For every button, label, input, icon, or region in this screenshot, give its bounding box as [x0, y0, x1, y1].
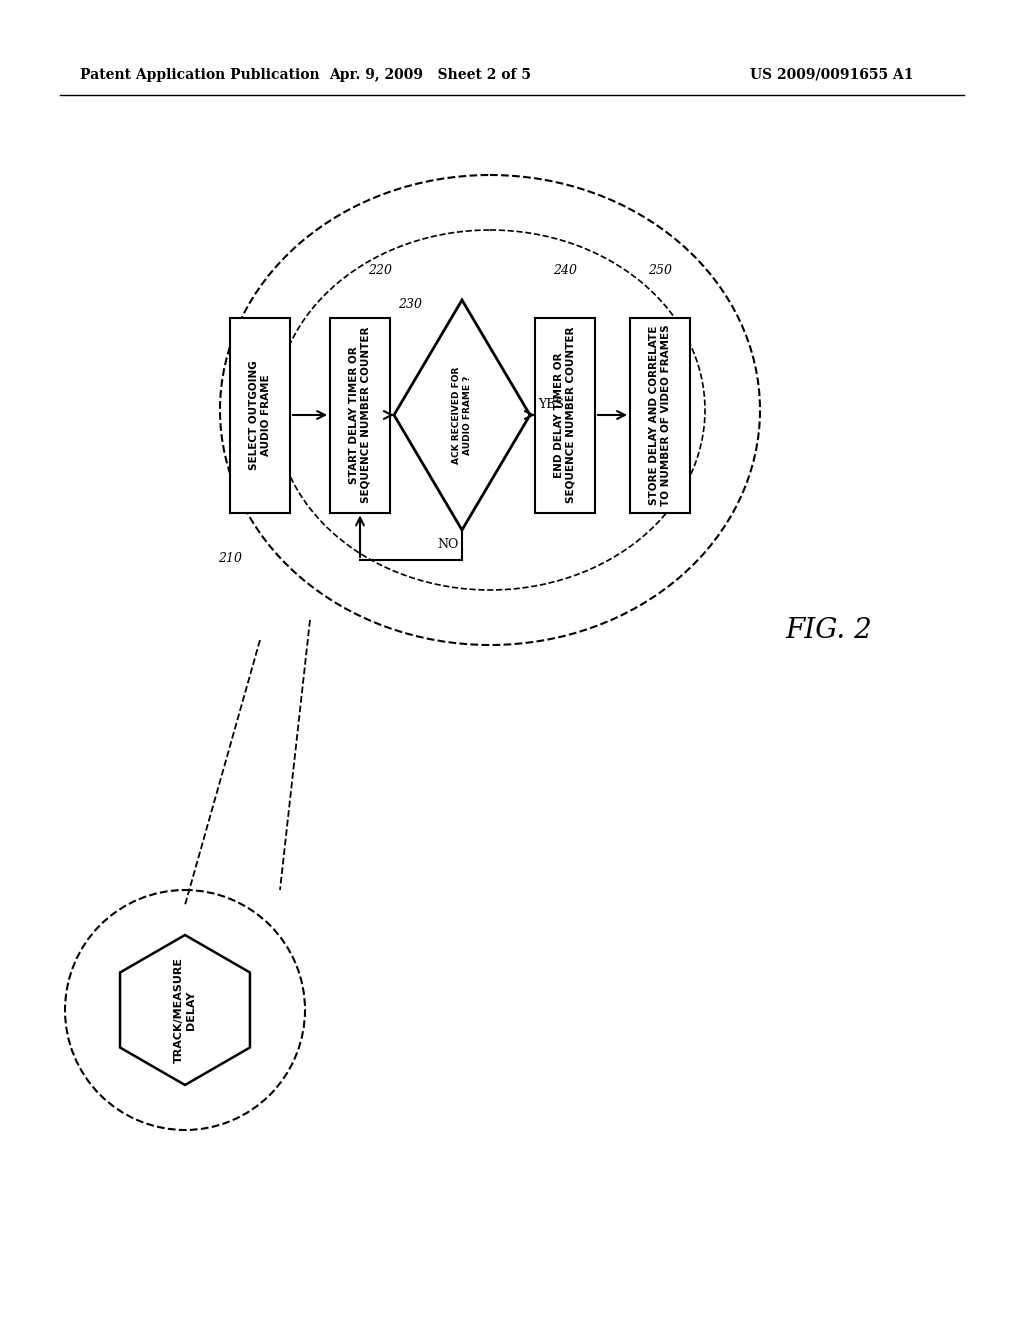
Text: US 2009/0091655 A1: US 2009/0091655 A1	[750, 69, 913, 82]
Text: END DELAY TIMER OR
SEQUENCE NUMBER COUNTER: END DELAY TIMER OR SEQUENCE NUMBER COUNT…	[554, 327, 575, 503]
Text: 230: 230	[398, 298, 422, 312]
Text: YES: YES	[538, 399, 564, 412]
Polygon shape	[120, 935, 250, 1085]
Text: 220: 220	[368, 264, 392, 276]
Text: 210: 210	[218, 552, 242, 565]
Text: STORE DELAY AND CORRELATE
TO NUMBER OF VIDEO FRAMES: STORE DELAY AND CORRELATE TO NUMBER OF V…	[649, 325, 671, 506]
Text: START DELAY TIMER OR
SEQUENCE NUMBER COUNTER: START DELAY TIMER OR SEQUENCE NUMBER COU…	[349, 327, 371, 503]
Bar	[535, 318, 595, 512]
Bar	[230, 318, 290, 512]
Text: TRACK/MEASURE
DELAY: TRACK/MEASURE DELAY	[174, 957, 196, 1063]
Text: ACK RECEIVED FOR
AUDIO FRAME ?: ACK RECEIVED FOR AUDIO FRAME ?	[453, 367, 472, 463]
Polygon shape	[394, 300, 530, 531]
Text: 240: 240	[553, 264, 577, 276]
Bar	[330, 318, 390, 512]
Text: Patent Application Publication: Patent Application Publication	[80, 69, 319, 82]
Text: 250: 250	[648, 264, 672, 276]
Text: SELECT OUTGOING
AUDIO FRAME: SELECT OUTGOING AUDIO FRAME	[249, 360, 270, 470]
Text: FIG. 2: FIG. 2	[785, 616, 871, 644]
Text: NO: NO	[437, 539, 459, 552]
Bar	[630, 318, 690, 512]
Text: Apr. 9, 2009   Sheet 2 of 5: Apr. 9, 2009 Sheet 2 of 5	[329, 69, 531, 82]
